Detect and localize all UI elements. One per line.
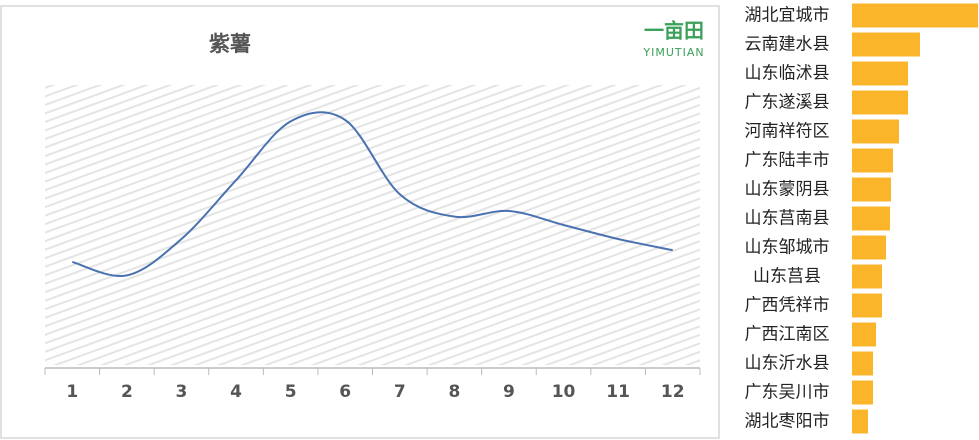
y-tick-label: 山东临沭县 [745,64,830,84]
logo-text: YIMUTIAN [642,46,704,59]
bar [852,177,891,202]
bar [852,119,899,144]
bar [852,409,868,434]
x-tick-label: 9 [503,382,515,402]
y-tick-label: 湖北宜城市 [745,6,830,26]
y-tick-label: 山东蒙阴县 [745,180,830,200]
bar [852,293,882,318]
x-tick-label: 1 [66,382,78,402]
y-tick-label: 广东陆丰市 [745,151,830,171]
bar [852,206,890,231]
x-tick-label: 4 [230,382,242,402]
x-tick-label: 6 [339,382,351,402]
bar [852,264,882,289]
y-tick-label: 河南祥符区 [745,122,830,142]
bar [852,90,908,115]
x-tick-label: 5 [285,382,297,402]
x-tick-label: 12 [661,382,685,402]
line [72,111,673,278]
bar [852,351,873,376]
bar [852,148,893,173]
y-tick-label: 山东沂水县 [745,354,830,374]
y-tick-label: 山东莒县 [753,267,821,287]
bar [852,322,876,347]
x-tick-label: 10 [552,382,576,402]
y-tick-label: 广西江南区 [745,325,830,345]
y-tick-label: 广东吴川市 [745,383,830,403]
bar [852,32,920,57]
x-tick-label: 8 [448,382,460,402]
x-tick-label: 3 [176,382,188,402]
x-tick-label: 2 [121,382,133,402]
y-tick-label: 广西凭祥市 [745,296,830,316]
y-tick-label: 湖北枣阳市 [745,412,830,432]
chart-title: 紫薯 [209,32,251,56]
bar [852,380,873,405]
y-tick-label: 广东遂溪县 [745,93,830,113]
bar [852,235,886,260]
y-tick-label: 山东邹城市 [745,238,830,258]
x-tick-label: 11 [606,382,630,402]
y-tick-label: 山东莒南县 [745,209,830,229]
logo-mark: 一亩田 [644,19,704,43]
x-tick-label: 7 [394,382,406,402]
plot-background [45,85,700,365]
y-tick-label: 云南建水县 [745,35,830,55]
bar [852,3,978,28]
bar [852,61,908,86]
